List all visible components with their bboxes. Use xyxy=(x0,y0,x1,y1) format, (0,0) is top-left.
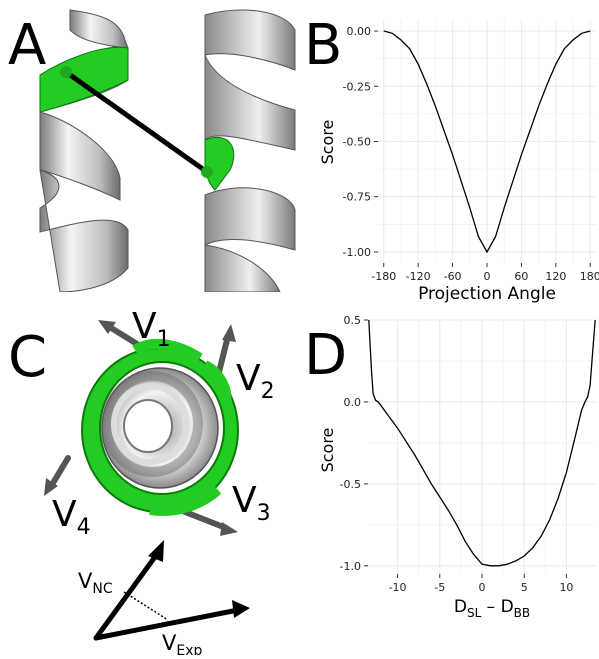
chart-d-y-tick-label: 0.0 xyxy=(344,396,362,409)
chart-b-x-tick-label: 120 xyxy=(545,270,566,283)
chart-b-x-tick-label: -180 xyxy=(371,270,396,283)
chart-b-y-tick-label: -0.75 xyxy=(343,191,371,204)
label-v3: V3 xyxy=(232,480,271,526)
label-v4: V4 xyxy=(52,494,91,540)
panel-letter-d: D xyxy=(304,323,348,388)
panel-letter-b: B xyxy=(304,13,343,78)
vector-endpoint-right xyxy=(201,166,213,178)
chart-b-y-tick-label: 0.00 xyxy=(347,25,372,38)
chart-d-y-tick-label: -1.0 xyxy=(340,560,361,573)
label-vexp: VExp xyxy=(162,631,203,655)
chart-b-series-line xyxy=(383,30,591,254)
interhelix-vector xyxy=(63,69,210,175)
panel-letter-c: C xyxy=(8,325,48,390)
chart-b-x-tick-label: -60 xyxy=(444,270,462,283)
chart-b-ylabel: Score xyxy=(318,120,337,165)
label-v2: V2 xyxy=(236,358,275,404)
chart-b-x-tick-label: 60 xyxy=(514,270,528,283)
right-helix xyxy=(204,9,296,293)
vector-arrowheads xyxy=(44,320,238,536)
chart-d-ylabel: Score xyxy=(318,428,337,473)
chart-d-series-line xyxy=(368,319,596,567)
helix-top-view-figure: V1 V2 V3 V4 VNC VExp xyxy=(44,306,275,659)
panel-letter-a: A xyxy=(8,13,47,78)
chart-b-grid xyxy=(378,20,596,263)
helix-pair-figure xyxy=(39,9,296,293)
chart-b-x-tick-label: 180 xyxy=(580,270,599,283)
score-vs-distance-chart: -10 -5 0 5 10 0.5 0.0 -0.5 -1.0 DSL – DBB Score xyxy=(318,314,596,620)
chart-b-x-tick-label: 0 xyxy=(484,270,491,283)
chart-d-x-tick-label: 0 xyxy=(479,581,486,594)
chart-b-x-ticks: -180 -120 -60 0 60 120 180 xyxy=(371,263,599,283)
chart-d-y-tick-label: -0.5 xyxy=(340,478,361,491)
chart-d-x-ticks: -10 -5 0 5 10 xyxy=(389,574,573,594)
score-vs-angle-chart: -180 -120 -60 0 60 120 180 0.00 -0.25 -0.50 -0.75… xyxy=(318,20,599,304)
chart-d-x-tick-label: -10 xyxy=(389,581,407,594)
panel-b: -180 -120 -60 0 60 120 180 0.00 -0.25 -0.50 -0.75… xyxy=(300,0,599,310)
chart-d-xlabel: DSL – DBB xyxy=(454,597,530,620)
helix-coil xyxy=(81,338,239,516)
chart-b-y-tick-label: -1.00 xyxy=(343,246,371,259)
chart-d-x-tick-label: 10 xyxy=(559,581,573,594)
chart-b-x-tick-label: -120 xyxy=(406,270,431,283)
chart-d-y-tick-label: 0.5 xyxy=(344,314,362,327)
chart-b-xlabel: Projection Angle xyxy=(418,284,556,304)
label-v1: V1 xyxy=(132,306,171,352)
chart-d-x-tick-label: -5 xyxy=(434,581,445,594)
chart-b-y-ticks: 0.00 -0.25 -0.50 -0.75 -1.00 xyxy=(343,25,378,259)
chart-d-y-ticks: 0.5 0.0 -0.5 -1.0 xyxy=(340,314,368,573)
panel-c: V1 V2 V3 V4 VNC VExp C xyxy=(0,300,300,659)
panel-d: -10 -5 0 5 10 0.5 0.0 -0.5 -1.0 DSL – DBB Score… xyxy=(300,310,599,655)
vector-endpoint-left xyxy=(60,66,72,78)
chart-d-grid xyxy=(368,319,596,574)
panel-a: A xyxy=(0,0,300,293)
chart-d-x-tick-label: 5 xyxy=(521,581,528,594)
label-vnc: VNC xyxy=(78,569,113,597)
projection-diagram xyxy=(93,540,250,641)
chart-b-y-tick-label: -0.50 xyxy=(343,136,371,149)
left-helix xyxy=(39,9,129,293)
chart-b-y-tick-label: -0.25 xyxy=(343,80,371,93)
